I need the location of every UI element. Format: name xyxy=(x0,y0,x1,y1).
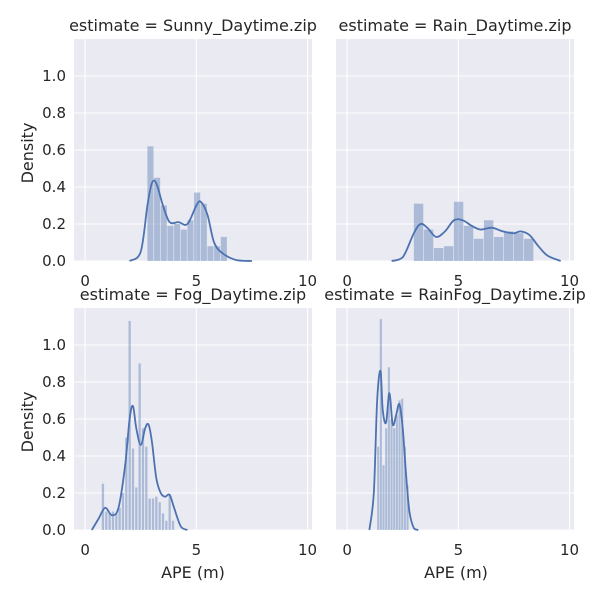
ytick-label: 0.8 xyxy=(42,104,66,122)
histogram-bar xyxy=(105,511,108,530)
histogram-bar xyxy=(406,485,409,530)
xtick-label: 0 xyxy=(80,541,90,559)
ylabel-top: Density xyxy=(18,123,37,184)
histogram-bar xyxy=(108,513,111,530)
histogram-bar xyxy=(413,203,424,261)
histogram-bar xyxy=(220,236,227,261)
histogram-bar xyxy=(158,502,161,530)
histogram-bar xyxy=(180,229,187,261)
histogram-bar xyxy=(379,319,382,530)
histogram-bar xyxy=(473,238,484,261)
panel-title: estimate = RainFog_Daytime.zip xyxy=(324,285,586,305)
histogram-bar xyxy=(111,511,115,530)
histogram-bar xyxy=(168,494,171,530)
histogram-bar xyxy=(148,498,151,530)
histogram-bar xyxy=(423,229,434,261)
histogram-bar xyxy=(151,498,155,530)
xtick-label: 10 xyxy=(298,272,317,290)
histogram-bar xyxy=(138,363,141,530)
histogram-bar xyxy=(398,400,401,530)
kde-curve xyxy=(391,218,561,262)
ytick-label: 0.2 xyxy=(42,215,66,233)
facet-panel-3: estimate = Fog_Daytime.zip 0.0 0.2 0.4 0.6 0.… xyxy=(42,285,317,559)
ytick-label: 0.6 xyxy=(42,410,66,428)
panel-title: estimate = Sunny_Daytime.zip xyxy=(69,16,317,36)
histogram-bar xyxy=(385,428,388,530)
histogram-bar xyxy=(121,493,125,530)
ytick-label: 0.0 xyxy=(42,521,66,539)
histogram-bar xyxy=(187,220,194,261)
histogram-bar xyxy=(125,437,128,530)
ytick-label: 0.0 xyxy=(42,252,66,270)
xtick-label: 0 xyxy=(80,272,90,290)
panel-title: estimate = Rain_Daytime.zip xyxy=(339,16,572,36)
histogram-bar xyxy=(503,231,514,261)
histogram-bar xyxy=(463,225,474,261)
histogram-bar xyxy=(101,483,105,530)
xtick-label: 10 xyxy=(560,272,579,290)
histogram-bar xyxy=(401,398,404,530)
ytick-label: 0.8 xyxy=(42,373,66,391)
histogram-bar xyxy=(171,520,175,530)
histogram-bar xyxy=(160,205,167,261)
kde-curve xyxy=(91,404,188,531)
histogram-bar xyxy=(377,446,380,530)
histogram-bar xyxy=(443,246,454,261)
histogram-bar xyxy=(200,203,207,261)
histogram-bar xyxy=(194,192,201,261)
histogram-bar xyxy=(167,225,174,261)
facet-panel-1: estimate = Sunny_Daytime.zip 0.0 0.2 0.4 0.6… xyxy=(42,16,317,290)
histogram-bar xyxy=(483,220,494,261)
histogram-bar xyxy=(523,238,534,261)
facet-panel-4: estimate = RainFog_Daytime.zip 0 5 10 xyxy=(324,285,586,559)
panel-title: estimate = Fog_Daytime.zip xyxy=(80,285,306,305)
kde-curve xyxy=(368,369,419,531)
ytick-label: 0.6 xyxy=(42,141,66,159)
ytick-label: 0.2 xyxy=(42,484,66,502)
ytick-label: 0.4 xyxy=(42,178,66,196)
histogram-bar xyxy=(207,246,214,261)
ylabel-bottom: Density xyxy=(18,392,37,453)
histogram-bar xyxy=(115,513,118,530)
ytick-label: 1.0 xyxy=(42,67,66,85)
histogram-bar xyxy=(387,367,390,530)
histogram-bar xyxy=(118,507,121,530)
histogram-bar xyxy=(155,496,158,530)
histogram-bar xyxy=(165,520,168,530)
facet-panels: estimate = Sunny_Daytime.zip 0.0 0.2 0.4 0.6… xyxy=(42,16,586,559)
kde-curve xyxy=(129,179,252,262)
histogram-bar xyxy=(390,419,393,530)
histogram-bar xyxy=(453,201,464,261)
xtick-label: 10 xyxy=(560,541,579,559)
histogram-bar xyxy=(147,146,154,261)
xtick-label: 0 xyxy=(342,272,352,290)
histogram-bar xyxy=(214,246,221,261)
histogram-bar xyxy=(161,513,165,530)
xtick-label: 5 xyxy=(454,272,464,290)
histogram-bar xyxy=(141,428,145,530)
xtick-label: 10 xyxy=(298,541,317,559)
xtick-label: 5 xyxy=(454,541,464,559)
histogram-bar xyxy=(135,487,138,530)
histogram-bar xyxy=(493,236,504,261)
histogram-bar xyxy=(131,448,135,530)
xlabel-right: APE (m) xyxy=(424,563,488,582)
xtick-label: 5 xyxy=(192,541,202,559)
histogram-bar xyxy=(174,224,181,261)
ytick-label: 1.0 xyxy=(42,336,66,354)
ytick-label: 0.4 xyxy=(42,447,66,465)
histogram-bar xyxy=(393,428,396,530)
histogram-bar xyxy=(382,465,385,530)
histogram-bar xyxy=(395,415,398,530)
facet-panel-2: estimate = Rain_Daytime.zip 0 5 10 xyxy=(336,16,579,290)
xlabel-left: APE (m) xyxy=(161,563,225,582)
histogram-bar xyxy=(513,233,524,261)
histogram-bar xyxy=(145,446,148,530)
xtick-label: 5 xyxy=(192,272,202,290)
histogram-bar xyxy=(403,446,406,530)
histogram-bar xyxy=(433,248,444,261)
xtick-label: 0 xyxy=(342,541,352,559)
histogram-bar xyxy=(154,177,161,261)
